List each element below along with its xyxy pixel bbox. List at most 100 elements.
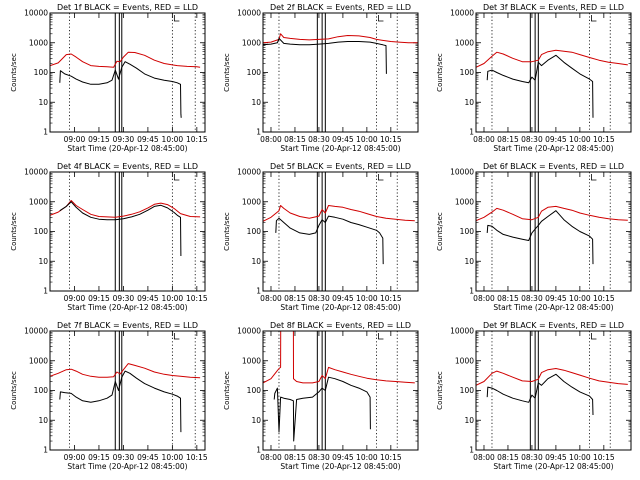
x-tick-label: 08:00 (260, 453, 282, 462)
y-tick-label: 10 (38, 416, 48, 425)
x-tick-label: 09:45 (332, 135, 354, 144)
x-tick-label: 10:00 (569, 135, 591, 144)
y-axis-label: Counts/sec (436, 371, 444, 410)
corner-marker (173, 15, 180, 22)
x-tick-label: 09:45 (332, 453, 354, 462)
y-tick-label: 100 (247, 68, 262, 77)
x-tick-label: 10:00 (569, 294, 591, 303)
plot-frame (262, 171, 419, 292)
y-tick-label: 1000 (29, 356, 48, 365)
x-tick-label: 10:15 (593, 453, 615, 462)
y-tick-label: 100 (247, 386, 262, 395)
y-tick-label: 10 (251, 257, 261, 266)
y-tick-label: 100 (460, 386, 475, 395)
x-tick-label: 09:30 (113, 135, 135, 144)
panel-title: Det 7f BLACK = Events, RED = LLD (57, 321, 198, 330)
y-tick-label: 1000 (242, 356, 261, 365)
y-tick-label: 100 (34, 386, 49, 395)
panel-det-7: Det 7f BLACK = Events, RED = LLD Counts/s… (10, 321, 208, 471)
y-tick-label: 1 (469, 287, 474, 296)
series-events-black (486, 373, 594, 416)
x-tick-label: 09:00 (64, 135, 86, 144)
x-tick-label: 08:30 (308, 135, 330, 144)
panel-det-4: Det 4f BLACK = Events, RED = LLD Counts/s… (10, 162, 208, 312)
x-axis-label: Start Time (20-Apr-12 08:45:00) (280, 303, 400, 312)
x-axis-label: Start Time (20-Apr-12 08:45:00) (493, 462, 613, 471)
panel-title: Det 3f BLACK = Events, RED = LLD (483, 3, 624, 12)
x-tick-label: 08:15 (497, 135, 519, 144)
y-tick-label: 1000 (242, 38, 261, 47)
series-lld-red (50, 51, 201, 68)
x-tick-label: 09:00 (64, 294, 86, 303)
y-tick-label: 10000 (450, 9, 474, 18)
panel-det-1: Det 1f BLACK = Events, RED = LLD Counts/s… (10, 3, 208, 153)
plot-frame (262, 12, 419, 133)
corner-marker (378, 333, 384, 340)
series-events-black (59, 61, 182, 118)
plot-frame (475, 12, 632, 133)
y-tick-label: 1 (43, 446, 48, 455)
x-axis-label: Start Time (20-Apr-12 08:45:00) (493, 303, 613, 312)
y-tick-label: 100 (34, 227, 49, 236)
y-tick-label: 1 (43, 287, 48, 296)
x-tick-label: 08:30 (521, 135, 543, 144)
panel-det-8: Det 8f BLACK = Events, RED = LLD Counts/s… (223, 321, 419, 471)
x-tick-label: 10:15 (593, 294, 615, 303)
x-tick-label: 08:15 (497, 453, 519, 462)
y-tick-label: 10 (464, 416, 474, 425)
x-tick-label: 08:15 (497, 294, 519, 303)
x-tick-label: 08:15 (284, 135, 306, 144)
y-tick-label: 1 (469, 446, 474, 455)
corner-marker (378, 15, 384, 22)
x-tick-label: 10:15 (186, 453, 208, 462)
x-tick-label: 10:00 (356, 453, 378, 462)
plot-frame (475, 330, 632, 451)
x-tick-label: 08:00 (260, 135, 282, 144)
x-tick-label: 10:00 (356, 135, 378, 144)
y-tick-label: 10 (38, 257, 48, 266)
y-tick-label: 10 (251, 416, 261, 425)
x-tick-label: 09:45 (137, 294, 159, 303)
x-axis-label: Start Time (20-Apr-12 08:45:00) (493, 144, 613, 153)
panel-title: Det 9f BLACK = Events, RED = LLD (483, 321, 624, 330)
x-tick-label: 08:30 (521, 294, 543, 303)
corner-marker (378, 174, 384, 181)
y-tick-label: 1000 (455, 356, 474, 365)
panel-title: Det 4f BLACK = Events, RED = LLD (57, 162, 198, 171)
x-tick-label: 10:15 (593, 135, 615, 144)
series-lld-red (476, 49, 628, 68)
panel-title: Det 2f BLACK = Events, RED = LLD (270, 3, 411, 12)
x-axis-label: Start Time (20-Apr-12 08:45:00) (280, 144, 400, 153)
series-events-black (486, 210, 594, 265)
panel-det-6: Det 6f BLACK = Events, RED = LLD Counts/s… (436, 162, 632, 312)
x-axis-label: Start Time (20-Apr-12 08:45:00) (67, 303, 187, 312)
panel-title: Det 5f BLACK = Events, RED = LLD (270, 162, 411, 171)
x-tick-label: 10:15 (380, 135, 402, 144)
x-tick-label: 09:30 (113, 453, 135, 462)
x-axis-label: Start Time (20-Apr-12 08:45:00) (67, 462, 187, 471)
y-tick-label: 10 (38, 98, 48, 107)
y-axis-label: Counts/sec (223, 53, 231, 92)
y-tick-label: 1 (256, 446, 261, 455)
x-tick-label: 08:00 (473, 294, 495, 303)
corner-marker (591, 333, 597, 340)
y-axis-label: Counts/sec (10, 371, 18, 410)
y-tick-label: 1000 (455, 197, 474, 206)
y-axis-label: Counts/sec (10, 53, 18, 92)
corner-marker (591, 15, 597, 22)
y-axis-label: Counts/sec (436, 53, 444, 92)
series-lld-red (263, 331, 415, 384)
x-tick-label: 10:15 (186, 294, 208, 303)
x-tick-label: 10:00 (162, 294, 184, 303)
x-tick-label: 08:15 (284, 294, 306, 303)
x-tick-label: 10:15 (380, 294, 402, 303)
plot-frame (475, 171, 632, 292)
x-tick-label: 09:30 (113, 294, 135, 303)
corner-marker (173, 174, 180, 181)
x-tick-label: 10:00 (162, 135, 184, 144)
x-tick-label: 09:45 (545, 453, 567, 462)
panel-det-5: Det 5f BLACK = Events, RED = LLD Counts/s… (223, 162, 419, 312)
y-tick-label: 100 (247, 227, 262, 236)
series-events-black (273, 376, 371, 442)
